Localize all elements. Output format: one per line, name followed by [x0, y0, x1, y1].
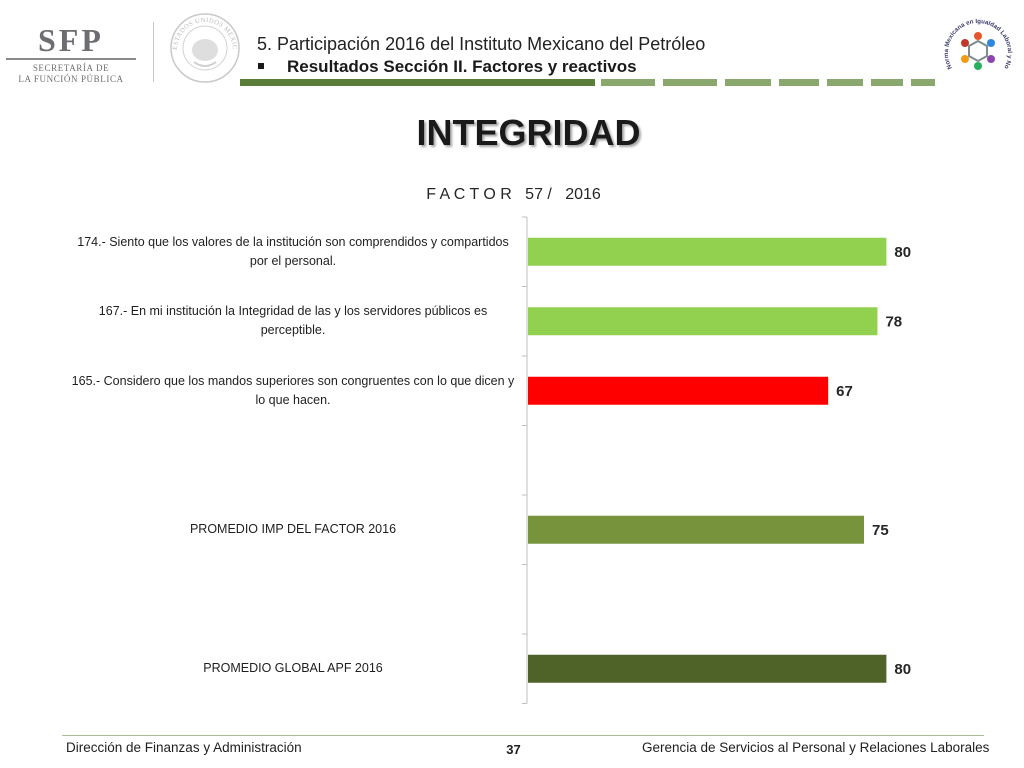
sfp-logo-line1: SECRETARÍA DE [32, 63, 110, 73]
sfp-logo-line2: LA FUNCIÓN PÚBLICA [18, 74, 124, 84]
bar [528, 237, 887, 266]
category-label: PROMEDIO GLOBAL APF 2016 [203, 661, 383, 676]
category-label: PROMEDIO IMP DEL FACTOR 2016 [189, 522, 397, 537]
category-label: 165.- Considero que los mandos superiore… [71, 373, 515, 407]
norma-igualdad-logo: Norma Mexicana en Igualdad Laboral y No … [938, 6, 1013, 70]
bar [528, 515, 864, 544]
header-title: 5. Participación 2016 del Instituto Mexi… [257, 34, 706, 54]
header-divider [153, 22, 154, 82]
bar-value-label: 80 [894, 244, 911, 261]
bar-value-label: 67 [836, 383, 853, 400]
sfp-logo: SFP SECRETARÍA DE LA FUNCIÓN PÚBLICA [6, 22, 136, 86]
footer-rule [62, 735, 984, 736]
national-seal-icon: ESTADOS UNIDOS MEXICANOS [168, 10, 240, 83]
main-title: INTEGRIDAD [416, 112, 641, 153]
header-bar-segment [911, 79, 935, 86]
footer-left-text: Dirección de Finanzas y Administración [66, 740, 302, 755]
header-bar-segment [827, 79, 863, 86]
bar [528, 307, 878, 336]
category-label: 174.- Siento que los valores de la insti… [77, 234, 509, 268]
bar-value-label: 75 [872, 522, 889, 539]
header-bar-segment [779, 79, 819, 86]
chart-title: F A C T O R 57 / 2016 [426, 186, 601, 203]
bullet-icon [258, 63, 264, 69]
category-label: 167.- En mi institución la Integridad de… [98, 304, 488, 338]
bar-value-label: 80 [894, 661, 911, 678]
header-bar-segment [725, 79, 771, 86]
header-bar-segment [663, 79, 717, 86]
page-number: 37 [506, 742, 521, 757]
sfp-logo-letters: SFP [38, 22, 104, 58]
header-bar-segment [871, 79, 903, 86]
footer-right-text: Gerencia de Servicios al Personal y Rela… [642, 740, 990, 755]
sfp-logo-rule [6, 58, 136, 60]
bar [528, 376, 829, 405]
header-bar-main [240, 79, 595, 86]
bar [528, 654, 887, 683]
header-bar-segment [601, 79, 655, 86]
header-subtitle: Resultados Sección II. Factores y reacti… [287, 57, 637, 76]
bar-value-label: 78 [885, 313, 902, 330]
